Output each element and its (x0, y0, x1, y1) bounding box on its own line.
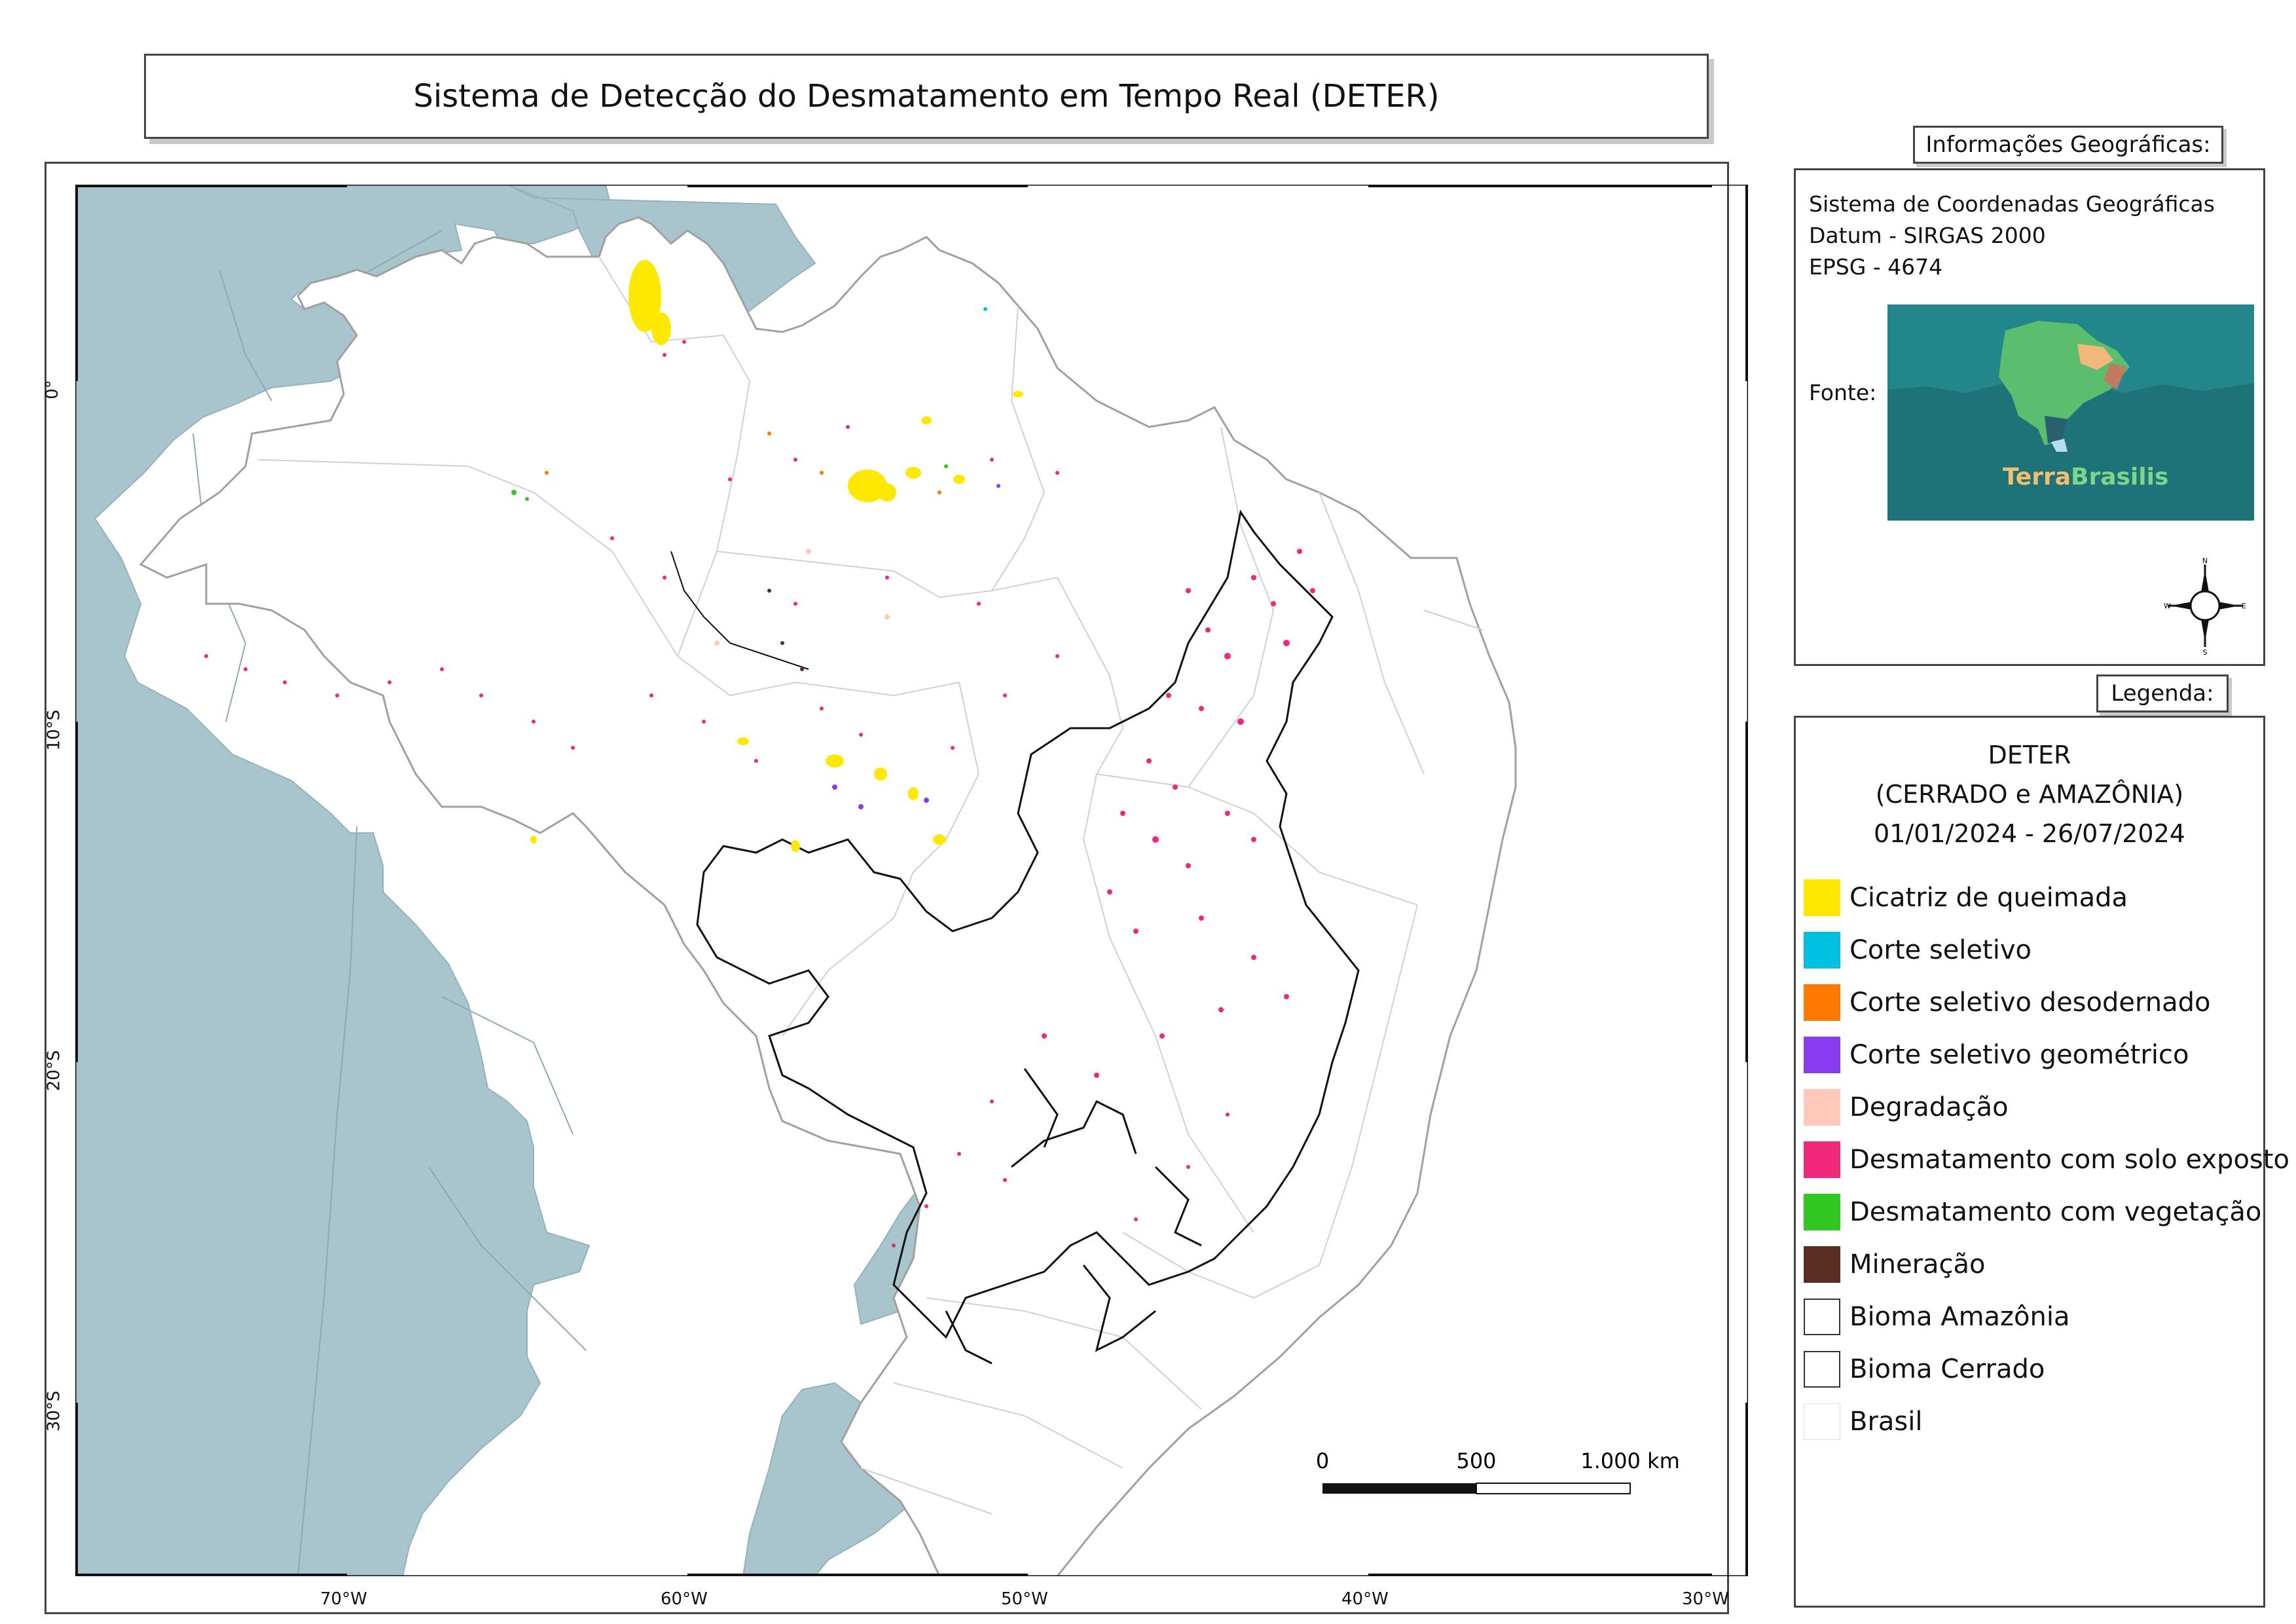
legend-swatch (1804, 932, 1840, 969)
scale-label-1000: 1.000 km (1580, 1449, 1679, 1473)
cerrado-outline (696, 509, 1360, 1365)
legend-item: Desmatamento com vegetação (1804, 1192, 2261, 1232)
map-frame: 0 500 1.000 km 70°W 60°W 50°W 40°W 30°W … (42, 162, 1748, 1614)
logo-text-brasilis: Brasilis (2071, 464, 2168, 490)
lon-tick-40w: 40°W (1341, 1589, 1389, 1609)
legend-header: Legenda: (2096, 674, 2229, 712)
alerts-mining (767, 589, 804, 671)
legend-item: Corte seletivo desodernado (1804, 983, 2210, 1022)
legend-label: Bioma Cerrado (1850, 1354, 2045, 1384)
legend-swatch (1804, 1194, 1840, 1230)
legend-label: Bioma Amazônia (1850, 1302, 2070, 1332)
legend-item: Degradação (1804, 1088, 2009, 1127)
legend-item: Bioma Amazônia (1804, 1297, 2070, 1337)
legend-subtitle: (CERRADO e AMAZÔNIA) (1875, 780, 2184, 809)
alerts-burn-scar (530, 260, 1023, 852)
map-canvas[interactable]: 0 500 1.000 km (75, 185, 1748, 1576)
terrabrasilis-logo: Terra Brasilis (1887, 304, 2254, 521)
legend-swatch (1804, 879, 1840, 916)
legend-label: Cicatriz de queimada (1850, 883, 2128, 913)
legend-label: Mineração (1850, 1249, 1986, 1280)
lat-tick-0: 0° (42, 380, 62, 399)
scale-bar-black (1322, 1483, 1476, 1494)
legend-swatch (1804, 1141, 1840, 1178)
legend-title: DETER (1988, 741, 2071, 769)
info-line-crs: Sistema de Coordenadas Geográficas (1809, 191, 2215, 217)
neatline-segments (75, 185, 1748, 1576)
legend-swatch (1804, 984, 1840, 1021)
alerts-selective-cut (983, 307, 987, 311)
scale-bar[interactable]: 0 500 1.000 km (1316, 1449, 1680, 1494)
legend-swatch (1804, 1037, 1840, 1073)
legend-period: 01/01/2024 - 26/07/2024 (1874, 819, 2185, 848)
legend-item: Mineração (1804, 1245, 1986, 1284)
lon-tick-30w: 30°W (1682, 1589, 1729, 1609)
lon-tick-50w: 50°W (1001, 1589, 1048, 1609)
legend-item: Bioma Cerrado (1804, 1350, 2045, 1389)
legend-swatch (1804, 1403, 1840, 1440)
lon-tick-70w: 70°W (320, 1589, 367, 1609)
legend-label: Corte seletivo desodernado (1850, 987, 2211, 1018)
alerts-deforestation-exposed (204, 340, 1315, 1247)
map-title-text: Sistema de Detecção do Desmatamento em T… (413, 78, 1440, 115)
legend-panel: DETER (CERRADO e AMAZÔNIA) 01/01/2024 - … (1794, 716, 2289, 1608)
logo-text-terra: Terra (2003, 464, 2071, 490)
legend-item: Desmatamento com solo exposto (1804, 1140, 2289, 1179)
legend-swatch (1804, 1089, 1840, 1126)
legend-label: Brasil (1850, 1407, 1923, 1437)
legend-item: Cicatriz de queimada (1804, 878, 2128, 917)
legend-label: Desmatamento com solo exposto (1850, 1145, 2289, 1175)
alerts-deforestation-vegetation (511, 464, 948, 501)
info-line-datum: Datum - SIRGAS 2000 (1809, 223, 2046, 248)
legend-header-text: Legenda: (2111, 680, 2214, 707)
legend-label: Corte seletivo geométrico (1850, 1040, 2189, 1070)
legend-swatch (1804, 1299, 1840, 1335)
lat-tick-30s: 30°S (44, 1390, 64, 1432)
compass-s: S (2203, 648, 2208, 655)
legend-item: Corte seletivo geométrico (1804, 1035, 2189, 1075)
deter-alerts (204, 260, 1315, 1247)
compass-rose-icon: N S E W (2164, 557, 2246, 655)
alerts-selective-geometric (832, 484, 1000, 809)
info-line-epsg: EPSG - 4674 (1809, 254, 1943, 280)
legend-item: Corte seletivo (1804, 931, 2032, 970)
legend-label: Degradação (1850, 1092, 2009, 1122)
amazon-outline (670, 551, 809, 670)
lat-tick-20s: 20°S (44, 1050, 64, 1092)
compass-w: W (2164, 602, 2171, 610)
info-header: Informações Geográficas: (1913, 126, 2223, 164)
source-label: Fonte: (1809, 380, 1877, 405)
legend-swatch (1804, 1246, 1840, 1283)
brazil-landmass (139, 216, 1517, 1576)
legend-item: Brasil (1804, 1402, 1922, 1441)
compass-e: E (2242, 602, 2246, 610)
lon-tick-60w: 60°W (661, 1589, 708, 1609)
scale-label-0: 0 (1316, 1449, 1329, 1473)
compass-n: N (2202, 557, 2208, 565)
legend-label: Desmatamento com vegetação (1850, 1197, 2262, 1227)
scale-label-500: 500 (1456, 1449, 1496, 1473)
legend-swatch (1804, 1351, 1840, 1388)
scale-bar-white (1476, 1483, 1631, 1494)
info-header-text: Informações Geográficas: (1925, 132, 2211, 158)
map-title: Sistema de Detecção do Desmatamento em T… (144, 54, 1709, 139)
alerts-selective-disordered (545, 432, 941, 494)
legend-label: Corte seletivo (1850, 935, 2032, 965)
lat-tick-10s: 10°S (44, 709, 64, 751)
alerts-degradation (714, 549, 890, 646)
info-panel: Sistema de Coordenadas Geográficas Datum… (1794, 168, 2265, 666)
